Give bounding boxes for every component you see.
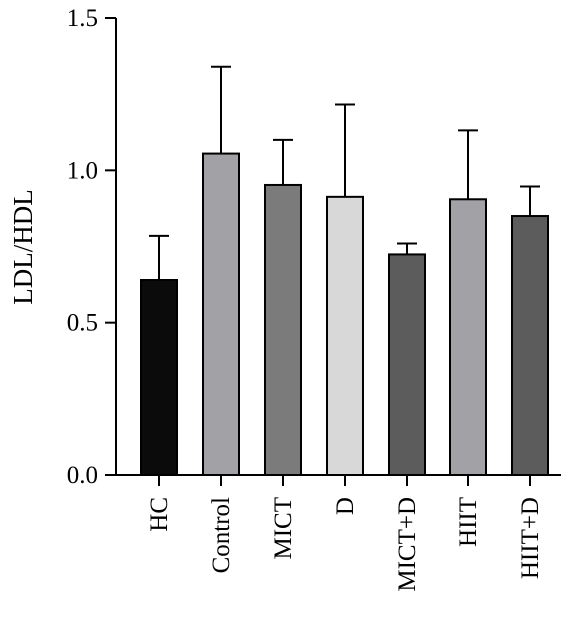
y-tick-label: 0.0	[67, 462, 98, 489]
x-tick-label: MICT	[270, 497, 297, 560]
bar-d	[326, 195, 364, 477]
x-tick-label: D	[332, 497, 359, 515]
bar-hc	[140, 279, 178, 476]
x-tick-label: MICT+D	[394, 497, 421, 592]
x-tick-label: HIIT+D	[517, 497, 544, 579]
y-ticks: 0.0 0.5 1.0 1.5	[67, 5, 116, 489]
bar-hiit-d	[511, 215, 549, 477]
bar-control	[202, 152, 240, 476]
y-tick-label: 0.5	[67, 310, 98, 337]
x-tick-label: HC	[146, 497, 173, 532]
bar-hiit	[449, 198, 487, 476]
bar-mict-d	[388, 253, 426, 476]
y-tick-label: 1.5	[67, 5, 98, 32]
x-tick-label: HIIT	[455, 497, 482, 547]
x-ticks: HC Control MICT D MICT+D HIIT HIIT+D	[146, 475, 544, 592]
x-tick-label: Control	[208, 497, 235, 573]
bars	[140, 152, 549, 477]
error-bars	[149, 65, 540, 281]
y-tick-label: 1.0	[67, 157, 98, 184]
y-axis-label: LDL/HDL	[8, 189, 38, 304]
bar-mict	[264, 183, 302, 476]
